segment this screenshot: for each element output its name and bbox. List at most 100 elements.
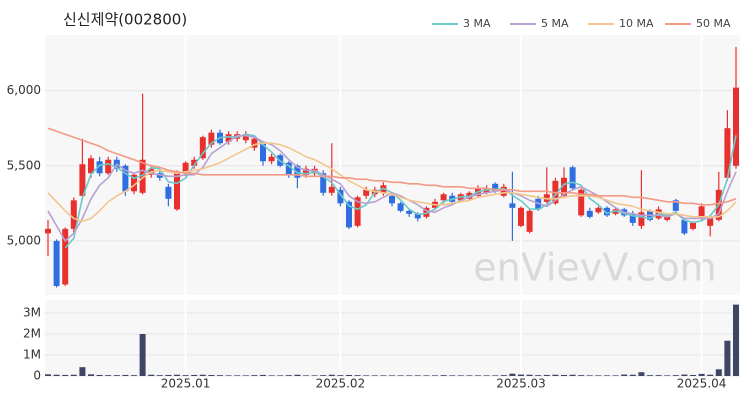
candle-body bbox=[70, 200, 77, 229]
candle-body bbox=[681, 219, 688, 234]
volume-bar bbox=[707, 374, 714, 376]
candle-body bbox=[79, 164, 86, 196]
x-tick-label: 2025.04 bbox=[677, 377, 727, 391]
volume-bar bbox=[397, 375, 404, 376]
volume-bar bbox=[457, 375, 464, 376]
candle-body bbox=[707, 218, 714, 226]
volume-bar bbox=[552, 374, 559, 376]
volume-bar bbox=[303, 375, 309, 376]
ma-line bbox=[47, 142, 737, 223]
candle-body bbox=[733, 87, 739, 166]
volume-bar bbox=[466, 375, 473, 376]
volume-bar bbox=[208, 374, 215, 376]
volume-bar bbox=[440, 375, 447, 376]
legend-label: 5 MA bbox=[541, 17, 569, 30]
volume-bar bbox=[45, 374, 51, 376]
x-tick-label: 2025.01 bbox=[161, 377, 211, 391]
legend-label: 10 MA bbox=[619, 17, 654, 30]
candle-body bbox=[423, 207, 430, 217]
volume-bar bbox=[715, 369, 722, 376]
ma-line bbox=[47, 134, 737, 243]
volume-bar bbox=[681, 374, 688, 376]
candle-body bbox=[354, 197, 361, 226]
volume-bar bbox=[690, 374, 696, 376]
volume-bar bbox=[242, 375, 249, 376]
volume-bar bbox=[638, 372, 645, 376]
ma-line bbox=[47, 127, 737, 206]
candle-body bbox=[285, 162, 292, 175]
candle-body bbox=[561, 177, 567, 196]
volume-bar bbox=[182, 375, 189, 376]
volume-bar bbox=[604, 375, 610, 376]
volume-bar bbox=[139, 334, 146, 376]
chart-title: 신신제약(002800) bbox=[63, 11, 187, 29]
candle-body bbox=[509, 203, 516, 208]
volume-bar bbox=[277, 375, 284, 376]
volume-bar bbox=[113, 375, 120, 376]
volume-bar bbox=[647, 375, 653, 376]
candle-body bbox=[260, 143, 266, 162]
volume-bar bbox=[543, 374, 550, 376]
candle-body bbox=[346, 201, 352, 228]
candle-body bbox=[88, 158, 94, 174]
volume-bar bbox=[526, 374, 533, 376]
x-tick-label: 2025.03 bbox=[496, 377, 546, 391]
volume-bar bbox=[629, 374, 636, 376]
candle-body bbox=[629, 213, 636, 223]
candle-body bbox=[45, 228, 51, 234]
candle-body bbox=[225, 134, 232, 142]
volume-bar bbox=[724, 340, 731, 376]
candle-body bbox=[208, 132, 215, 145]
volume-bar bbox=[234, 375, 241, 376]
watermark: enVievV.com bbox=[473, 246, 716, 290]
volume-bar bbox=[105, 375, 112, 376]
volume-bar bbox=[500, 375, 507, 376]
candle-body bbox=[518, 207, 524, 226]
volume-bar bbox=[432, 375, 438, 376]
volume-bar bbox=[156, 375, 163, 376]
volume-bar bbox=[96, 374, 103, 376]
volume-bar bbox=[285, 375, 292, 376]
candle-body bbox=[139, 159, 146, 193]
candle-body bbox=[191, 159, 198, 166]
volume-bar bbox=[612, 375, 619, 376]
candle-body bbox=[672, 200, 679, 211]
volume-bar bbox=[414, 375, 421, 376]
candle-body bbox=[199, 137, 206, 159]
candle-body bbox=[294, 165, 301, 178]
volume-bar bbox=[199, 374, 206, 376]
volume-bar bbox=[664, 375, 671, 376]
volume-bar bbox=[217, 375, 223, 376]
volume-bar bbox=[483, 375, 490, 376]
candle-body bbox=[586, 210, 593, 217]
candle-body bbox=[578, 189, 585, 216]
volume-bar bbox=[131, 375, 137, 376]
volume-bar bbox=[148, 374, 155, 376]
candle-body bbox=[397, 203, 404, 211]
candle-body bbox=[724, 128, 731, 178]
volume-bar bbox=[371, 375, 378, 376]
volume-bar bbox=[122, 374, 129, 376]
y-tick-label: 6,000 bbox=[7, 83, 41, 97]
volume-bar bbox=[423, 375, 430, 376]
candle-body bbox=[595, 207, 602, 213]
volume-bar bbox=[88, 374, 94, 376]
volume-bar bbox=[294, 374, 301, 376]
candle-body bbox=[62, 228, 69, 285]
candle-body bbox=[303, 168, 309, 175]
candle-body bbox=[131, 174, 137, 192]
candle-body bbox=[638, 212, 645, 226]
volume-bar bbox=[268, 375, 275, 376]
volume-bar bbox=[191, 374, 198, 376]
candle-body bbox=[406, 210, 413, 214]
y-tick-label: 5,000 bbox=[7, 233, 41, 247]
ma-line bbox=[64, 133, 737, 249]
y-tick-label: 5,500 bbox=[7, 158, 41, 172]
legend-label: 50 MA bbox=[696, 17, 731, 30]
volume-plot bbox=[45, 300, 740, 376]
volume-bar bbox=[70, 374, 77, 376]
volume-bar bbox=[62, 374, 69, 376]
volume-bar bbox=[389, 375, 395, 376]
candle-body bbox=[363, 189, 370, 196]
candle-body bbox=[165, 186, 172, 199]
